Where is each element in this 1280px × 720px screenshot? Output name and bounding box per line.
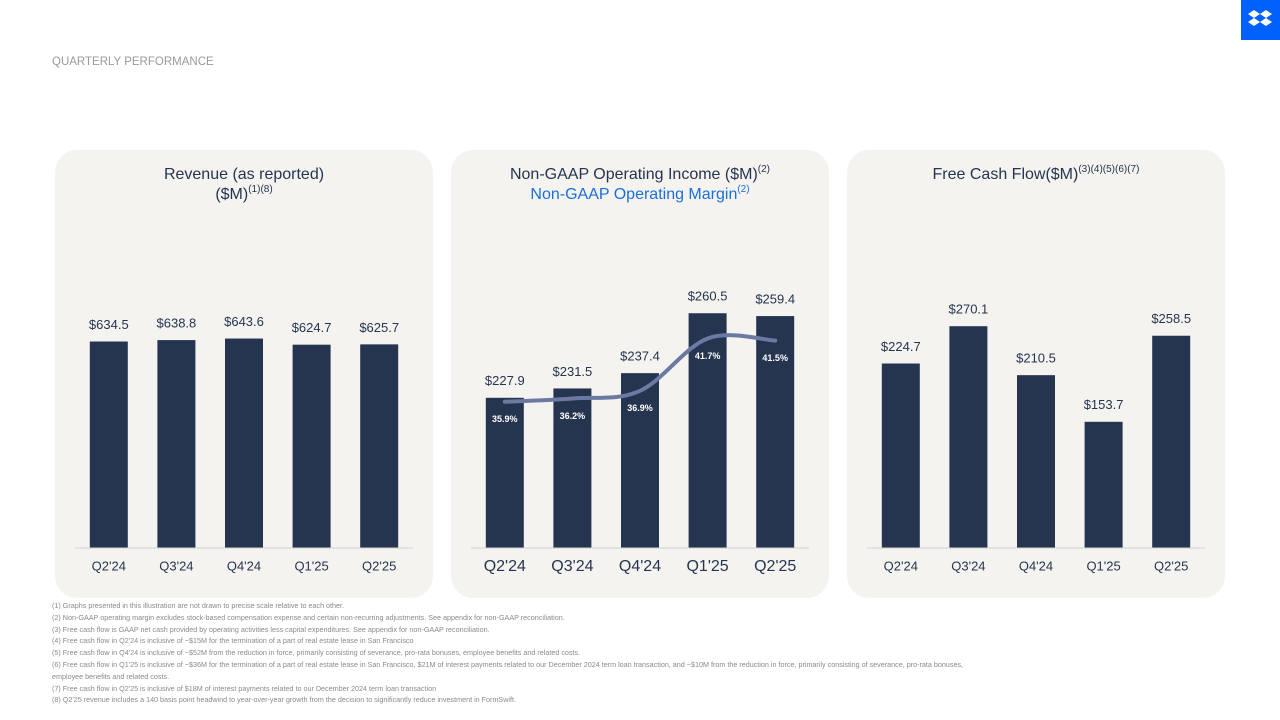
title-text: Free Cash Flow($M): [933, 166, 1079, 183]
footnote: (4) Free cash flow in Q2'24 is inclusive…: [52, 636, 414, 646]
bar: [621, 373, 659, 548]
x-tick-label: Q1'25: [294, 558, 328, 573]
panel: [847, 150, 1225, 598]
bar: [553, 388, 592, 548]
footnote: (7) Free cash flow in Q2'25 is inclusive…: [52, 683, 437, 693]
x-tick-label: Q2'24: [484, 558, 526, 575]
chart-title: Non-GAAP Operating Margin(2): [530, 184, 749, 204]
bar: [949, 326, 988, 548]
footnote: (1) Graphs presented in this illustratio…: [52, 601, 345, 610]
x-tick-label: Q2'24: [884, 558, 918, 573]
x-tick-label: Q3'24: [951, 558, 985, 573]
title-superscript: (2): [758, 164, 770, 175]
bar-value-label: $210.5: [1016, 351, 1056, 366]
x-tick-label: Q3'24: [159, 558, 193, 573]
bar: [485, 397, 524, 548]
bar-value-label: $270.1: [949, 302, 989, 317]
title-text: Revenue (as reported): [164, 166, 324, 183]
logo-bg: [1241, 0, 1280, 40]
title-superscript: (1)(8): [248, 184, 272, 195]
bar-value-label: $634.5: [89, 317, 129, 332]
bar-value-label: $643.6: [224, 314, 264, 329]
title-text: ($M): [215, 186, 248, 203]
bar-value-label: $624.7: [292, 320, 332, 335]
bar: [157, 340, 196, 548]
bar-value-label: $231.5: [553, 364, 593, 379]
x-tick-label: Q1'25: [1086, 558, 1120, 573]
line-value-label: 41.5%: [762, 353, 788, 363]
page-title: QUARTERLY PERFORMANCE: [52, 56, 214, 68]
bar: [1152, 335, 1191, 548]
x-tick-label: Q3'24: [551, 558, 593, 575]
bar: [1017, 375, 1055, 548]
bar: [688, 313, 727, 548]
title-superscript: (3)(4)(5)(6)(7): [1078, 164, 1139, 175]
line-value-label: 36.2%: [560, 411, 586, 421]
x-tick-label: Q2'25: [754, 558, 796, 575]
bar: [881, 363, 920, 548]
footnotes: (1) Graphs presented in this illustratio…: [52, 600, 987, 706]
bar-value-label: $638.8: [157, 316, 197, 331]
x-tick-label: Q4'24: [227, 558, 261, 573]
bar-value-label: $237.4: [620, 349, 660, 364]
title-text: Non-GAAP Operating Margin: [530, 186, 737, 203]
x-tick-label: Q2'25: [362, 558, 396, 573]
footnote: (3) Free cash flow is GAAP net cash prov…: [52, 624, 490, 634]
logo-mark: [1248, 10, 1272, 27]
bar: [756, 316, 795, 548]
footnote: (8) Q2'25 revenue includes a 140 basis p…: [52, 695, 516, 705]
margin-line: [502, 333, 778, 404]
chart-title: Free Cash Flow($M)(3)(4)(5)(6)(7): [933, 164, 1140, 184]
x-tick-label: Q4'24: [1019, 558, 1053, 573]
chart-title: Revenue (as reported): [164, 166, 324, 183]
title-superscript: (2): [737, 184, 749, 195]
chart-title: Non-GAAP Operating Income ($M)(2): [510, 164, 770, 184]
footnote: (6) Free cash flow in Q1'25 is inclusive…: [52, 659, 964, 681]
bar-value-label: $625.7: [359, 320, 399, 335]
bar-value-label: $224.7: [881, 339, 921, 354]
logo: [1241, 0, 1280, 40]
footnote: (5) Free cash flow in Q4'24 is inclusive…: [52, 648, 581, 658]
title-text: Non-GAAP Operating Income ($M): [510, 166, 758, 183]
bar: [360, 344, 399, 548]
x-tick-label: Q2'24: [92, 558, 126, 573]
x-tick-label: Q4'24: [619, 558, 661, 575]
x-tick-label: Q2'25: [1154, 558, 1188, 573]
line-value-label: 36.9%: [627, 403, 653, 413]
chart-title: ($M)(1)(8): [215, 184, 272, 204]
line-value-label: 35.9%: [492, 414, 518, 424]
bar-value-label: $227.9: [485, 373, 525, 388]
bar-value-label: $260.5: [688, 289, 728, 304]
bar: [292, 344, 331, 548]
x-tick-label: Q1'25: [686, 558, 728, 575]
bar-value-label: $153.7: [1084, 397, 1124, 412]
bar: [225, 338, 263, 548]
line-value-label: 41.7%: [695, 351, 721, 361]
bar-value-label: $259.4: [755, 292, 795, 307]
bar-value-label: $258.5: [1151, 311, 1191, 326]
bar: [89, 341, 128, 548]
bar: [1084, 421, 1123, 548]
footnote: (2) Non-GAAP operating margin excludes s…: [52, 612, 565, 622]
